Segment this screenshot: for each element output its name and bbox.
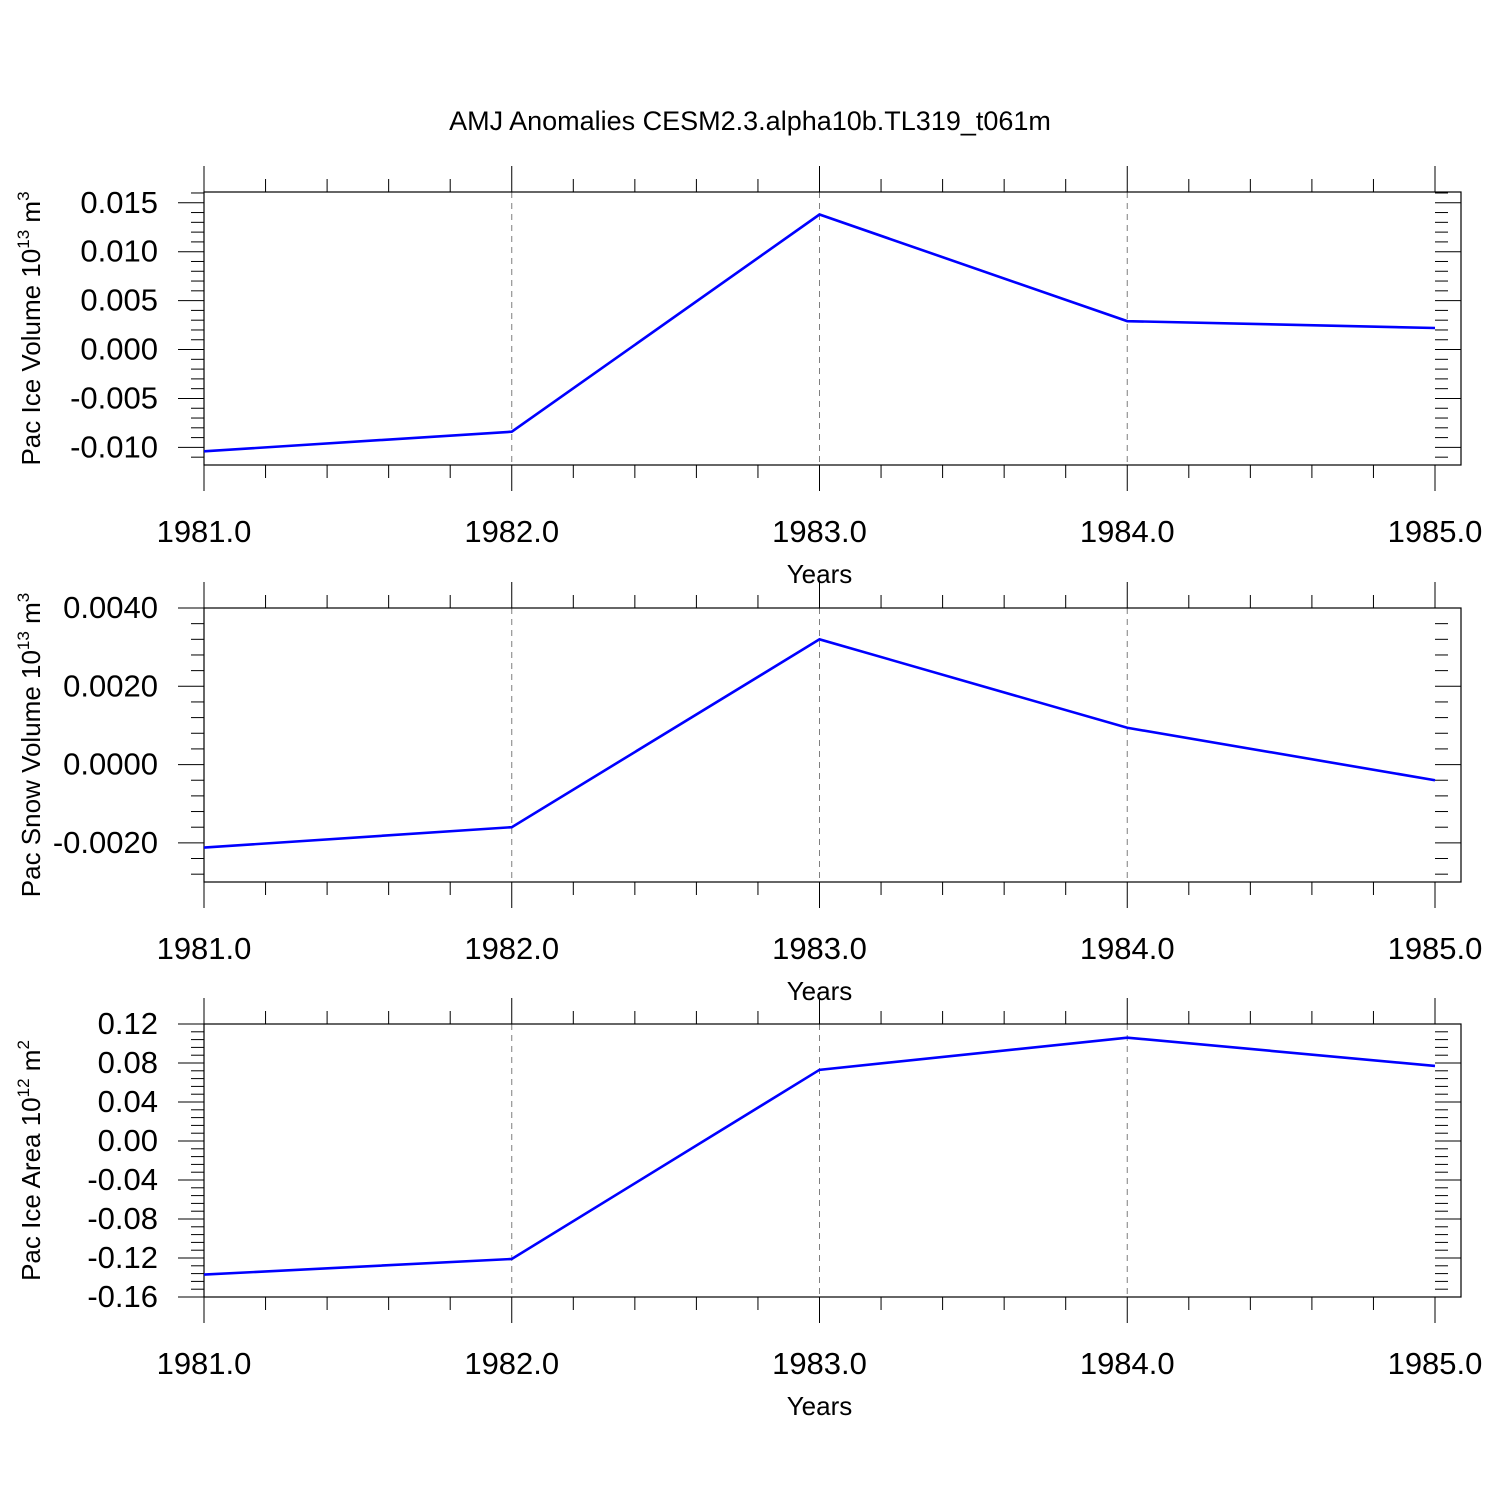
x-tick-label: 1982.0 <box>464 1346 559 1381</box>
x-tick-label: 1983.0 <box>772 1346 867 1381</box>
y-tick-label: 0.015 <box>80 185 158 220</box>
y-tick-label: 0.0000 <box>63 747 158 782</box>
plot-frame <box>203 191 1462 466</box>
y-label-text: Pac Ice Area 10 <box>16 1097 46 1281</box>
y-label-text: Pac Ice Volume 10 <box>16 249 46 466</box>
x-tick-label: 1981.0 <box>157 514 252 549</box>
x-tick-label: 1984.0 <box>1080 514 1175 549</box>
y-tick-label: 0.005 <box>80 283 158 318</box>
plot-frame <box>203 1023 1462 1298</box>
y-tick-label: -0.12 <box>87 1240 158 1275</box>
y-tick-label: 0.08 <box>98 1045 158 1080</box>
panel-3: -0.16 -0.12 -0.08 -0.04 0.00 0.04 0.08 0.12 1981… <box>14 998 1482 1421</box>
y-tick-label: -0.010 <box>70 429 158 464</box>
y-tick-label: 0.04 <box>98 1084 158 1119</box>
x-tick-label: 1985.0 <box>1388 931 1483 966</box>
y-label-exponent: 13 <box>14 631 33 650</box>
x-tick-label: 1983.0 <box>772 514 867 549</box>
series-line <box>203 637 1436 849</box>
y-tick-label: -0.0020 <box>53 825 158 860</box>
y-label-unit: m <box>16 602 46 631</box>
panel-2: -0.0020 0.0000 0.0020 0.0040 1981.0 1982.0 198… <box>14 582 1482 1006</box>
x-tick-label: 1984.0 <box>1080 1346 1175 1381</box>
x-tick-label: 1985.0 <box>1388 1346 1483 1381</box>
y-label-unit-exponent: 2 <box>14 1040 33 1049</box>
series-line <box>203 1036 1436 1276</box>
x-tick-label: 1985.0 <box>1388 514 1483 549</box>
y-tick-label: 0.0040 <box>63 590 158 625</box>
x-axis-label: Years <box>787 1391 853 1421</box>
y-tick-label: -0.04 <box>87 1162 158 1197</box>
y-tick-label: 0.12 <box>98 1006 158 1041</box>
y-label-unit-exponent: 3 <box>14 593 33 602</box>
x-tick-label: 1982.0 <box>464 931 559 966</box>
x-tick-label: 1981.0 <box>157 1346 252 1381</box>
y-tick-label: 0.010 <box>80 234 158 269</box>
panels: -0.010 -0.005 0.000 0.005 0.010 0.015 1981.0 19… <box>14 166 1482 1421</box>
series-line <box>203 213 1436 453</box>
y-tick-label: -0.16 <box>87 1279 158 1314</box>
y-axis-label: Pac Ice Volume 1013 m3 <box>14 191 46 465</box>
y-tick-label: 0.000 <box>80 332 158 367</box>
y-label-unit: m <box>16 201 46 230</box>
y-label-text: Pac Snow Volume 10 <box>16 650 46 897</box>
y-tick-label: -0.005 <box>70 380 158 415</box>
x-tick-label: 1983.0 <box>772 931 867 966</box>
y-label-unit: m <box>16 1050 46 1079</box>
y-axis-label: Pac Snow Volume 1013 m3 <box>14 593 46 897</box>
y-tick-label: 0.00 <box>98 1123 158 1158</box>
y-tick-label: -0.08 <box>87 1201 158 1236</box>
y-tick-label: 0.0020 <box>63 668 158 703</box>
panel-1: -0.010 -0.005 0.000 0.005 0.010 0.015 1981.0 19… <box>14 166 1482 589</box>
y-label-unit-exponent: 3 <box>14 191 33 200</box>
x-tick-label: 1984.0 <box>1080 931 1175 966</box>
x-tick-label: 1982.0 <box>464 514 559 549</box>
chart-title: AMJ Anomalies CESM2.3.alpha10b.TL319_t06… <box>449 106 1051 136</box>
x-tick-label: 1981.0 <box>157 931 252 966</box>
y-label-exponent: 12 <box>14 1078 33 1097</box>
plot-frame <box>203 607 1462 883</box>
y-axis-label: Pac Ice Area 1012 m2 <box>14 1040 46 1281</box>
y-label-exponent: 13 <box>14 230 33 249</box>
